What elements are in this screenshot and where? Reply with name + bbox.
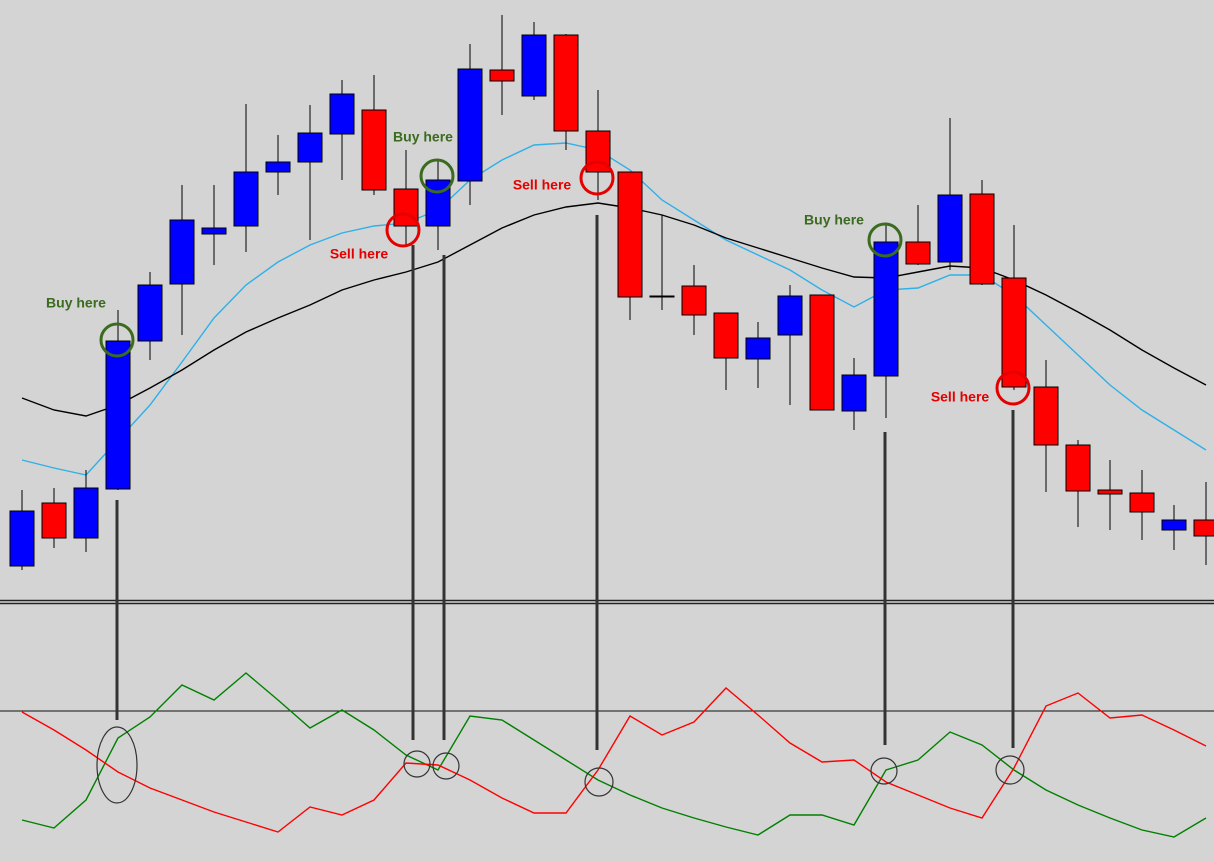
candle-body [713, 312, 739, 359]
candle-body [297, 132, 323, 163]
candle-body [1065, 444, 1091, 492]
candle-body [233, 171, 259, 227]
annotation: Buy here [804, 212, 864, 228]
candle-body [1097, 489, 1123, 495]
candle-body [105, 340, 131, 490]
annotation: Sell here [513, 177, 572, 193]
candle-body [777, 295, 803, 336]
annotation: Sell here [931, 389, 990, 405]
candle-body [905, 241, 931, 265]
signal-circles [99, 158, 1031, 406]
buy-circle [419, 158, 455, 194]
candle-body [329, 93, 355, 135]
candle-body [1161, 519, 1187, 531]
candle-body [937, 194, 963, 263]
cross-circle [870, 757, 898, 785]
candle-body [425, 179, 451, 227]
sell-circle [385, 212, 421, 248]
candle-body [1033, 386, 1059, 446]
candle-body [41, 502, 67, 539]
cross-circles [96, 726, 1025, 804]
sell-circle [995, 370, 1031, 406]
cross-circle [584, 767, 614, 797]
sell-circle [579, 160, 615, 196]
candle-body [361, 109, 387, 191]
annotation: Sell here [330, 246, 389, 262]
candle-body [553, 34, 579, 132]
candle-body [73, 487, 99, 539]
connectors [115, 215, 1015, 750]
cross-circle [96, 726, 138, 804]
candle-body [201, 227, 227, 235]
cross-circle [432, 752, 460, 780]
candle-body [1129, 492, 1155, 513]
cross-circle [995, 755, 1025, 785]
buy-circle [867, 222, 903, 258]
candle-body [841, 374, 867, 412]
candle-body [873, 241, 899, 377]
candle-body [489, 69, 515, 82]
candle-body [1001, 277, 1027, 388]
series-line [21, 687, 1207, 833]
candle-body [1193, 519, 1214, 537]
buy-circle [99, 322, 135, 358]
candle-body [9, 510, 35, 567]
candle-body [809, 294, 835, 411]
candle-body [393, 188, 419, 227]
series-line [21, 672, 1207, 838]
candle-body [969, 193, 995, 285]
candle-body [649, 295, 675, 298]
candle-body [745, 337, 771, 360]
candle-body [457, 68, 483, 182]
candle-body [137, 284, 163, 342]
candle-body [265, 161, 291, 173]
annotation: Buy here [393, 129, 453, 145]
cross-circle [403, 750, 431, 778]
candle-body [521, 34, 547, 97]
price-panel [9, 15, 1214, 570]
candle-body [681, 285, 707, 316]
candle-body [617, 171, 643, 298]
candle-body [169, 219, 195, 285]
annotation: Buy here [46, 295, 106, 311]
